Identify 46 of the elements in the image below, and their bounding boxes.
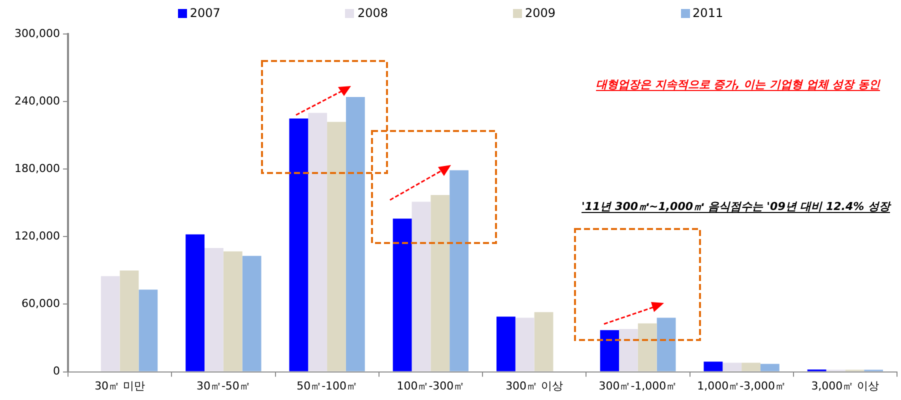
legend-label: 2007 bbox=[190, 6, 220, 20]
bar bbox=[496, 316, 516, 372]
bar bbox=[138, 290, 158, 372]
bar bbox=[120, 270, 139, 372]
legend-label: 2008 bbox=[357, 6, 388, 20]
bar bbox=[722, 362, 742, 372]
bar bbox=[100, 276, 120, 372]
x-tick-label: 30㎡ 미만 bbox=[94, 379, 146, 392]
legend-label: 2009 bbox=[525, 6, 556, 20]
y-tick-label: 120,000 bbox=[14, 230, 60, 243]
x-tick-label: 3,000㎡ 이상 bbox=[811, 379, 880, 392]
bar bbox=[760, 364, 780, 372]
bar bbox=[430, 195, 450, 372]
bar bbox=[186, 234, 205, 372]
bar bbox=[515, 318, 534, 372]
bar bbox=[600, 330, 620, 372]
bar bbox=[742, 362, 760, 372]
bar bbox=[223, 251, 242, 372]
bar bbox=[242, 256, 262, 372]
x-tick-label: 100㎡-300㎡ bbox=[396, 379, 465, 392]
bar bbox=[204, 248, 224, 372]
x-tick-label: 50㎡-100㎡ bbox=[296, 379, 358, 392]
bar bbox=[638, 323, 657, 372]
bar bbox=[289, 118, 308, 372]
bar bbox=[346, 97, 365, 372]
annotation: '11년 300㎡~1,000㎡ 음식점수는 '09년 대비 12.4% 성장 bbox=[582, 200, 892, 213]
bar bbox=[327, 122, 346, 372]
y-tick-label: 180,000 bbox=[14, 162, 60, 175]
bar bbox=[392, 218, 412, 372]
x-tick-label: 30㎡-50㎡ bbox=[196, 379, 250, 392]
bar bbox=[704, 362, 723, 372]
legend-label: 2011 bbox=[692, 6, 724, 20]
bar bbox=[619, 329, 638, 372]
bar bbox=[534, 312, 554, 372]
y-tick-label: 300,000 bbox=[14, 26, 60, 40]
bar bbox=[308, 112, 328, 372]
annotation: 대형업장은 지속적으로 증가, 이는 기업형 업체 성장 동인 bbox=[596, 78, 881, 91]
bar bbox=[412, 202, 431, 372]
bar bbox=[656, 318, 676, 372]
y-tick-label: 240,000 bbox=[14, 94, 60, 108]
y-tick-label: 60,000 bbox=[22, 297, 60, 310]
x-tick-label: 300㎡-1,000㎡ bbox=[598, 379, 678, 392]
bar bbox=[450, 170, 469, 372]
x-tick-label: 300㎡ 이상 bbox=[506, 379, 564, 392]
x-tick-label: 1,000㎡-3,000㎡ bbox=[697, 379, 786, 392]
y-tick-label: 0 bbox=[53, 364, 60, 378]
